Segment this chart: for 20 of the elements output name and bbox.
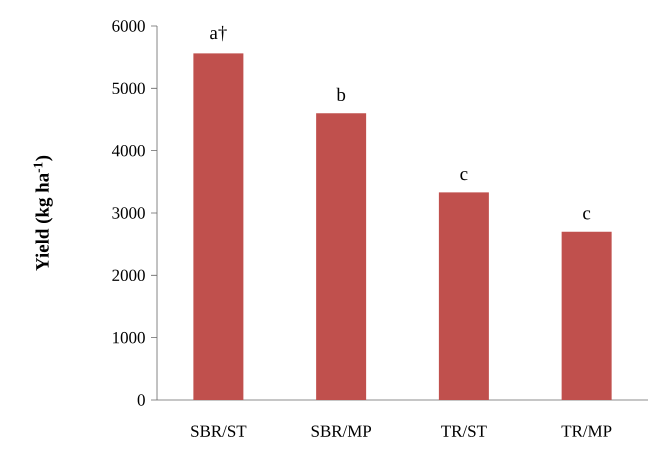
y-tick-label: 2000 <box>112 270 145 282</box>
x-tick-label: TR/MP <box>562 426 612 437</box>
x-tick-label: SBR/MP <box>312 426 372 437</box>
y-tick-label: 0 <box>138 394 145 406</box>
x-tick-label: SBR/ST <box>191 426 246 437</box>
y-tick-label: 3000 <box>112 207 145 219</box>
x-tick-label: TR/ST <box>441 426 487 437</box>
annotation: c <box>460 171 468 180</box>
y-tick-label: 4000 <box>112 144 145 156</box>
annotation: c <box>583 210 590 220</box>
annotation: a† <box>210 26 227 42</box>
y-tick-label: 6000 <box>112 20 145 32</box>
y-axis-title: Yield (kg ha$^{-1}$) <box>34 156 53 271</box>
bar <box>193 53 244 400</box>
bar <box>562 232 612 400</box>
bar <box>316 113 366 400</box>
bar <box>438 192 489 400</box>
y-tick-label: 5000 <box>112 82 145 94</box>
y-tick-label: 1000 <box>113 332 145 344</box>
annotation: b <box>336 88 346 102</box>
